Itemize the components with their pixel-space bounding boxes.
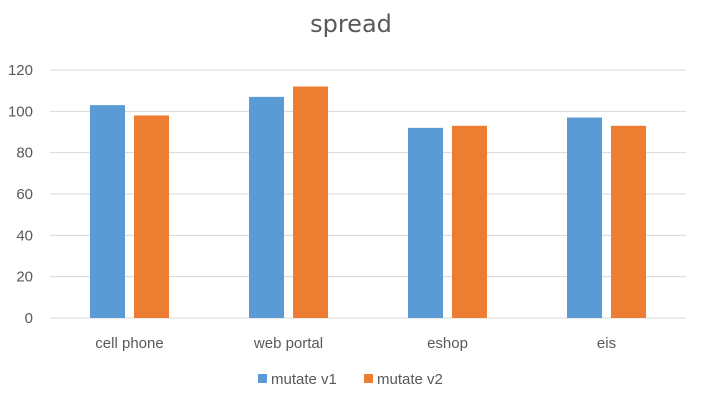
bar-mutate-v2-cell-phone xyxy=(134,115,169,318)
bar-mutate-v2-eis xyxy=(611,125,646,318)
y-tick-label: 100 xyxy=(8,103,33,120)
y-tick-label: 60 xyxy=(16,186,33,203)
y-tick-label: 120 xyxy=(8,62,33,79)
bar-mutate-v2-web-portal xyxy=(293,86,328,319)
chart-title: spread xyxy=(310,10,392,38)
legend-label: mutate v1 xyxy=(271,371,337,388)
x-category-label: eshop xyxy=(427,335,468,352)
y-axis-ticks: 0 20 40 60 80 100 120 xyxy=(8,62,33,327)
bar-mutate-v1-eis xyxy=(567,117,602,319)
x-category-label: eis xyxy=(597,335,616,352)
bar-mutate-v1-cell-phone xyxy=(90,105,125,318)
legend-swatch xyxy=(364,374,373,383)
y-tick-label: 80 xyxy=(16,145,33,162)
x-axis-categories: cell phone web portal eshop eis xyxy=(95,335,616,352)
y-tick-label: 40 xyxy=(16,227,33,244)
legend-label: mutate v2 xyxy=(377,371,443,388)
legend-swatch xyxy=(258,374,267,383)
y-tick-label: 20 xyxy=(16,269,33,286)
x-category-label: cell phone xyxy=(95,335,163,352)
legend: mutate v1 mutate v2 xyxy=(258,371,443,388)
y-tick-label: 0 xyxy=(25,310,33,327)
x-category-label: web portal xyxy=(253,335,323,352)
bars xyxy=(90,86,646,319)
bar-mutate-v1-eshop xyxy=(408,127,443,318)
bar-mutate-v1-web-portal xyxy=(249,96,284,318)
bar-mutate-v2-eshop xyxy=(452,125,487,318)
